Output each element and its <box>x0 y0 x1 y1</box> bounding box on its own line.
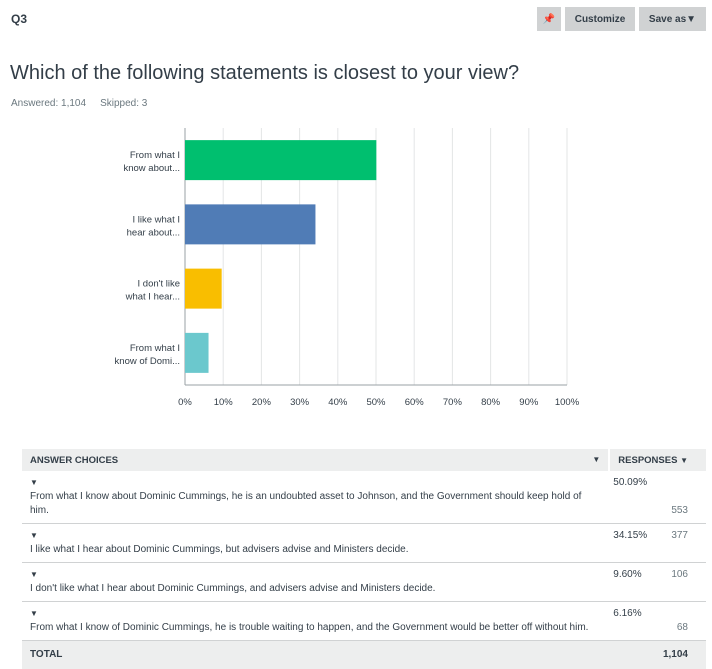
category-label: I don't like <box>138 279 180 290</box>
category-label: what I hear... <box>125 292 180 303</box>
x-tick-label: 0% <box>178 397 192 408</box>
response-percent: 50.09% <box>609 471 657 524</box>
sort-caret-icon[interactable]: ▼ <box>592 455 600 464</box>
bar-chart: 0% 10% 20% 30% 40% 50% 60% 70% 80% 90% 100% From wh… <box>0 0 712 440</box>
bar <box>185 204 315 244</box>
table-row: ▼ From what I know about Dominic Cummings… <box>22 471 706 524</box>
expand-caret-icon[interactable]: ▼ <box>30 609 38 618</box>
answer-text: I like what I hear about Dominic Cumming… <box>30 543 590 557</box>
responses-label: RESPONSES <box>618 455 677 466</box>
expand-caret-icon[interactable]: ▼ <box>30 570 38 579</box>
x-tick-label: 80% <box>481 397 501 408</box>
sort-caret-icon[interactable]: ▼ <box>680 456 688 465</box>
category-label: From what I <box>130 150 180 161</box>
bar <box>185 140 376 180</box>
x-tick-label: 40% <box>328 397 348 408</box>
response-count: 68 <box>657 602 706 641</box>
total-row: TOTAL 1,104 <box>22 641 706 669</box>
x-tick-label: 50% <box>366 397 386 408</box>
x-tick-label: 60% <box>405 397 425 408</box>
response-count: 106 <box>657 563 706 602</box>
x-tick-label: 30% <box>290 397 310 408</box>
x-tick-label: 90% <box>519 397 539 408</box>
answer-text: I don't like what I hear about Dominic C… <box>30 582 590 596</box>
x-tick-label: 100% <box>555 397 580 408</box>
bar <box>185 333 209 373</box>
responses-header[interactable]: RESPONSES ▼ <box>609 449 706 471</box>
table-row: ▼ From what I know of Dominic Cummings, h… <box>22 602 706 641</box>
category-label: I like what I <box>132 214 180 225</box>
answer-choices-header[interactable]: ANSWER CHOICES ▼ <box>22 449 609 471</box>
total-label: TOTAL <box>22 641 609 669</box>
expand-caret-icon[interactable]: ▼ <box>30 478 38 487</box>
bar <box>185 269 222 309</box>
response-count: 377 <box>657 524 706 563</box>
x-tick-label: 20% <box>252 397 272 408</box>
x-tick-label: 10% <box>214 397 234 408</box>
responses-table: ANSWER CHOICES ▼ RESPONSES ▼ ▼ From what I… <box>22 449 706 669</box>
answer-text: From what I know about Dominic Cummings,… <box>30 490 590 518</box>
category-label: know of Domi... <box>115 356 180 367</box>
response-percent: 34.15% <box>609 524 657 563</box>
response-count: 553 <box>657 471 706 524</box>
total-count: 1,104 <box>657 641 706 669</box>
x-tick-label: 70% <box>443 397 463 408</box>
response-percent: 6.16% <box>609 602 657 641</box>
category-label: know about... <box>123 163 180 174</box>
table-row: ▼ I don't like what I hear about Dominic … <box>22 563 706 602</box>
answer-text: From what I know of Dominic Cummings, he… <box>30 621 590 635</box>
category-label: hear about... <box>127 227 180 238</box>
table-row: ▼ I like what I hear about Dominic Cummin… <box>22 524 706 563</box>
response-percent: 9.60% <box>609 563 657 602</box>
answer-choices-label: ANSWER CHOICES <box>30 455 118 466</box>
category-label: From what I <box>130 343 180 354</box>
expand-caret-icon[interactable]: ▼ <box>30 531 38 540</box>
